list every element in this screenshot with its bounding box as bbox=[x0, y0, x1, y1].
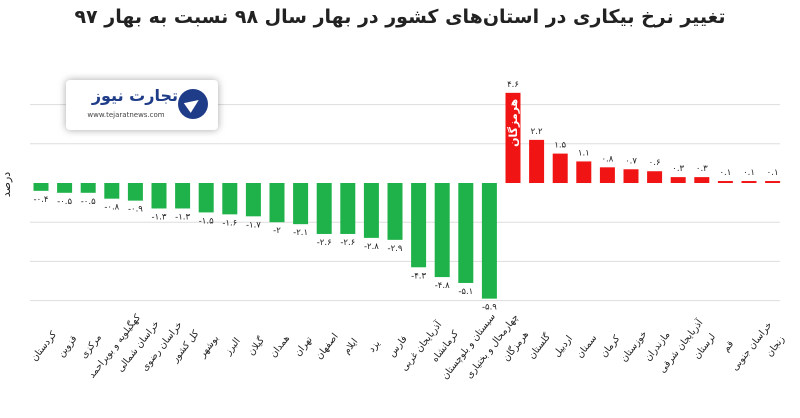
value-label: -۱.۳ bbox=[152, 212, 167, 222]
chart-title: تغییر نرخ بیکاری در استان‌های کشور در به… bbox=[74, 6, 726, 28]
tejarat-news-logo: تجارت نیوز www.tejaratnews.com bbox=[66, 80, 218, 130]
value-label: -۰.۹ bbox=[128, 205, 143, 215]
category-label: اصفهان bbox=[314, 331, 341, 361]
bar bbox=[529, 139, 545, 183]
value-label: -۱.۷ bbox=[246, 220, 261, 230]
bar bbox=[222, 183, 238, 215]
value-label: ۴.۶ bbox=[507, 80, 519, 90]
bar bbox=[411, 183, 427, 268]
bar bbox=[80, 183, 96, 193]
bar bbox=[387, 183, 403, 240]
bar bbox=[363, 183, 379, 238]
bar bbox=[269, 183, 285, 223]
bar bbox=[647, 171, 663, 183]
category-label: قزوین bbox=[56, 334, 80, 360]
bar bbox=[505, 92, 521, 183]
value-label: -۰.۵ bbox=[81, 197, 96, 207]
bar bbox=[717, 181, 733, 183]
logo-name: تجارت نیوز bbox=[91, 86, 178, 105]
logo-url: www.tejaratnews.com bbox=[87, 111, 165, 119]
value-label: -۰.۴ bbox=[34, 195, 49, 205]
bar bbox=[340, 183, 356, 234]
value-label: -۰.۵ bbox=[57, 197, 72, 207]
category-label: البرز bbox=[222, 336, 243, 358]
value-label: -۲.۹ bbox=[388, 244, 403, 254]
value-label: -۵.۱ bbox=[458, 287, 473, 297]
bar bbox=[104, 183, 120, 199]
bar bbox=[741, 181, 757, 183]
bar bbox=[599, 167, 615, 183]
category-label: فارس bbox=[386, 334, 409, 359]
bar bbox=[57, 183, 73, 193]
value-label: ۲.۲ bbox=[531, 127, 543, 137]
value-label: -۲.۸ bbox=[364, 242, 379, 252]
category-label: زنجان bbox=[764, 334, 787, 359]
value-label: -۱.۳ bbox=[175, 212, 190, 222]
bar bbox=[127, 183, 143, 201]
y-axis-label: درصد bbox=[0, 171, 14, 198]
category-label: تهران bbox=[293, 334, 315, 358]
bar bbox=[694, 177, 710, 183]
bar bbox=[434, 183, 450, 278]
category-label: کردستان bbox=[29, 329, 59, 363]
arrow-logo-icon bbox=[178, 89, 208, 119]
category-label: ایلام bbox=[341, 336, 360, 356]
bar bbox=[623, 169, 639, 183]
category-label: همدان bbox=[268, 333, 292, 360]
bar bbox=[765, 181, 781, 183]
value-label: ۰.۶ bbox=[649, 158, 661, 168]
bar bbox=[458, 183, 474, 283]
value-label: ۰.۱ bbox=[767, 168, 779, 178]
bar bbox=[151, 183, 167, 209]
value-label: ۱.۱ bbox=[578, 148, 590, 158]
bar bbox=[245, 183, 261, 217]
category-label: گیلان bbox=[245, 334, 267, 358]
value-label: -۲.۶ bbox=[317, 238, 332, 248]
value-label: -۴.۸ bbox=[435, 281, 450, 291]
value-label: ۰.۱ bbox=[743, 168, 755, 178]
bar bbox=[175, 183, 191, 209]
category-label: قم bbox=[721, 339, 736, 354]
bar bbox=[552, 153, 568, 183]
value-label: -۱.۶ bbox=[222, 218, 237, 228]
value-label: -۲.۱ bbox=[293, 228, 308, 238]
bar bbox=[481, 183, 497, 299]
value-label: -۵.۹ bbox=[482, 303, 497, 313]
value-label: -۴.۳ bbox=[411, 271, 426, 281]
bar bbox=[198, 183, 214, 213]
value-label: -۲ bbox=[273, 226, 281, 236]
category-label: سمنان bbox=[574, 333, 599, 360]
value-label: ۰.۷ bbox=[625, 156, 637, 166]
category-label: اردبیل bbox=[551, 334, 575, 360]
value-label: ۱.۵ bbox=[554, 141, 566, 151]
value-label: -۰.۸ bbox=[104, 203, 119, 213]
value-label: -۱.۵ bbox=[199, 216, 214, 226]
value-label: ۰.۳ bbox=[696, 164, 708, 174]
bar-annotation: هرمزگان bbox=[507, 99, 520, 147]
bar bbox=[33, 183, 49, 191]
value-label: ۰.۱ bbox=[719, 168, 731, 178]
bar bbox=[316, 183, 332, 234]
value-label: ۰.۸ bbox=[601, 154, 613, 164]
bar bbox=[576, 161, 592, 183]
bar bbox=[670, 177, 686, 183]
category-label: یزد bbox=[366, 338, 382, 355]
category-label: بوشهر bbox=[197, 333, 222, 360]
value-label: ۰.۳ bbox=[672, 164, 684, 174]
bar bbox=[293, 183, 309, 225]
value-label: -۲.۶ bbox=[340, 238, 355, 248]
